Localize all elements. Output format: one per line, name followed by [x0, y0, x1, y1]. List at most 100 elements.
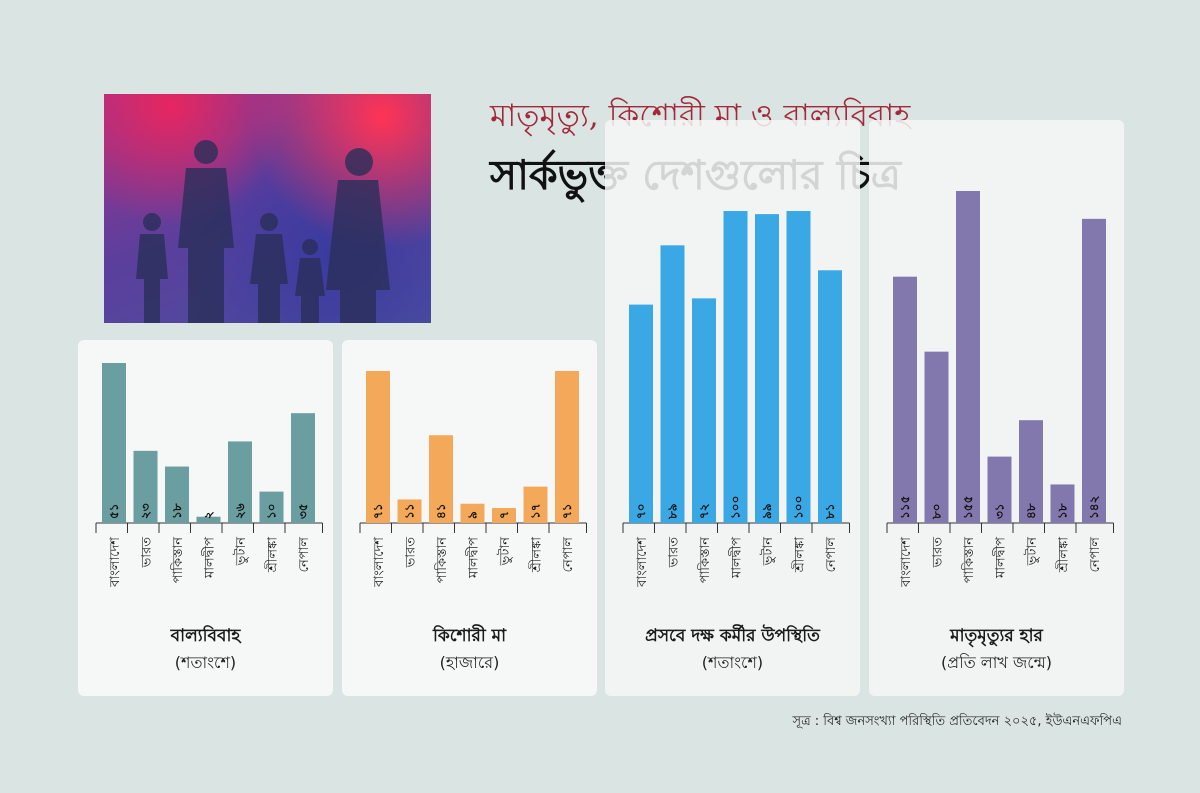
- panel-unit: (হাজারে): [439, 653, 500, 672]
- panel-title: বাল্যবিবাহ: [170, 626, 241, 646]
- bar-2: [692, 298, 716, 523]
- bar-1: [133, 450, 158, 523]
- panel-title: মাতৃমৃত্যুর হার: [950, 626, 1043, 646]
- category-label: পাকিস্তান: [697, 537, 713, 584]
- bar-6: [555, 371, 579, 523]
- category-label: নেপাল: [1088, 537, 1103, 573]
- category-label: মালদ্বীপ: [729, 537, 745, 579]
- bar-value-label: ১০০: [792, 496, 806, 519]
- bar-value-label: ৮১: [823, 503, 837, 520]
- panel-title: কিশোরী মা: [432, 626, 507, 646]
- bar-value-label: ৪১: [434, 503, 448, 519]
- category-label: নেপাল: [824, 537, 839, 573]
- bar-0: [366, 371, 390, 523]
- category-label: শ্রীলঙ্কা: [1056, 537, 1072, 573]
- bar-value-label: ৫১: [107, 503, 121, 519]
- category-label: বাংলাদেশ: [108, 537, 123, 588]
- child-marriage-chart: ৫১ বাংলাদেশ ২৩ ভারত ১৮ পাকিস্তান ২ মালদ্বীপ ২৬ ভু…: [95, 363, 323, 588]
- category-label: পাকিস্তান: [961, 537, 977, 584]
- bar-1: [924, 351, 949, 523]
- bar-value-label: ২: [202, 511, 216, 519]
- maternal-mortality-chart: ১১৫ বাংলাদেশ ৮০ ভারত ১৫৫ পাকিস্তান ৩১ মালদ্বীপ ৪…: [886, 191, 1114, 588]
- panel-teen-mothers: ৭১ বাংলাদেশ ১১ ভারত ৪১ পাকিস্তান ৯ মালদ্বীপ ৭ ভুট…: [342, 340, 597, 696]
- bar-value-label: ১৮: [170, 503, 184, 519]
- bar-3: [460, 503, 485, 523]
- panel-unit: (শতাংশে): [174, 653, 237, 672]
- bar-5: [523, 486, 548, 523]
- category-label: শ্রীলঙ্কা: [265, 537, 281, 573]
- bar-value-label: ৪৮: [1024, 503, 1038, 519]
- skilled-birth-chart: ৭০ বাংলাদেশ ৮৯ ভারত ৭২ পাকিস্তান ১০০ মালদ্বীপ ৯৯…: [622, 211, 850, 588]
- bar-value-label: ১৮: [1056, 503, 1070, 519]
- bar-value-label: ৭২: [697, 503, 711, 519]
- bar-4: [228, 441, 252, 523]
- category-label: ভারত: [667, 537, 682, 569]
- bar-0: [102, 363, 126, 523]
- bar-value-label: ১৫৫: [961, 495, 975, 519]
- family-silhouette-photo: [104, 94, 431, 323]
- category-label: মালদ্বীপ: [993, 537, 1009, 579]
- bar-3: [723, 211, 748, 523]
- bar-3: [196, 516, 221, 523]
- bar-value-label: ১১: [403, 503, 417, 519]
- panel-maternal-mortality: ১১৫ বাংলাদেশ ৮০ ভারত ১৫৫ পাকিস্তান ৩১ মালদ্বীপ ৪…: [869, 120, 1124, 696]
- bar-value-label: ৭১: [371, 503, 385, 519]
- category-label: ভারত: [140, 537, 155, 569]
- category-label: শ্রীলঙ্কা: [529, 537, 545, 573]
- bar-value-label: ১৪২: [1087, 495, 1101, 519]
- bar-value-label: ৯: [466, 511, 480, 519]
- bar-4: [492, 508, 516, 523]
- bar-6: [1082, 218, 1106, 523]
- panel-skilled-birth-attendance: ৭০ বাংলাদেশ ৮৯ ভারত ৭২ পাকিস্তান ১০০ মালদ্বীপ ৯৯…: [605, 120, 860, 696]
- bar-5: [259, 491, 284, 523]
- bar-value-label: ১০০: [729, 496, 743, 519]
- bar-value-label: ১১৫: [898, 495, 912, 519]
- bar-value-label: ৩৫: [296, 503, 310, 519]
- bar-6: [818, 270, 842, 523]
- bar-2: [956, 191, 980, 523]
- bar-1: [397, 499, 422, 523]
- bar-value-label: ১০: [265, 503, 279, 519]
- category-label: মালদ্বীপ: [202, 537, 218, 579]
- bar-5: [1050, 484, 1075, 523]
- bar-0: [629, 304, 653, 523]
- category-label: বাংলাদেশ: [635, 537, 650, 588]
- category-label: বাংলাদেশ: [899, 537, 914, 588]
- bar-value-label: ৮৯: [666, 503, 680, 520]
- panel-unit: (প্রতি লাখ জন্মে): [940, 653, 1053, 672]
- category-label: ভারত: [931, 537, 946, 569]
- bar-4: [1019, 420, 1043, 523]
- bar-value-label: ৭: [497, 511, 511, 519]
- panel-child-marriage: ৫১ বাংলাদেশ ২৩ ভারত ১৮ পাকিস্তান ২ মালদ্বীপ ২৬ ভু…: [78, 340, 333, 696]
- panel-unit: (শতাংশে): [701, 653, 764, 672]
- category-label: শ্রীলঙ্কা: [792, 537, 808, 573]
- bar-value-label: ২৩: [139, 503, 153, 519]
- bar-value-label: ৯৯: [760, 503, 774, 519]
- category-label: পাকিস্তান: [434, 537, 450, 584]
- category-label: মালদ্বীপ: [466, 537, 482, 579]
- category-label: ভুটান: [233, 537, 249, 567]
- category-label: ভুটান: [1024, 537, 1040, 567]
- bar-5: [786, 211, 811, 523]
- bar-1: [660, 245, 685, 523]
- bar-value-label: ১৭: [529, 503, 543, 519]
- bar-0: [893, 276, 917, 523]
- bar-value-label: ২৬: [233, 503, 247, 519]
- bar-4: [755, 214, 779, 523]
- category-label: নেপাল: [561, 537, 576, 573]
- category-label: নেপাল: [297, 537, 312, 573]
- bar-value-label: ৮০: [930, 503, 944, 520]
- bar-value-label: ৭১: [560, 503, 574, 519]
- source-note: সূত্র : বিশ্ব জনসংখ্যা পরিস্থিতি প্রতিবে…: [792, 714, 1122, 729]
- bar-value-label: ৩১: [993, 503, 1007, 519]
- category-label: বাংলাদেশ: [372, 537, 387, 588]
- teen-mothers-chart: ৭১ বাংলাদেশ ১১ ভারত ৪১ পাকিস্তান ৯ মালদ্বীপ ৭ ভুট…: [359, 371, 587, 588]
- panel-title: প্রসবে দক্ষ কর্মীর উপস্থিতি: [645, 626, 820, 646]
- bar-2: [165, 466, 189, 523]
- bar-3: [987, 456, 1012, 523]
- category-label: পাকিস্তান: [170, 537, 186, 584]
- category-label: ভারত: [404, 537, 419, 569]
- bar-2: [429, 435, 453, 523]
- category-label: ভুটান: [497, 537, 513, 567]
- bar-value-label: ৭০: [634, 503, 648, 519]
